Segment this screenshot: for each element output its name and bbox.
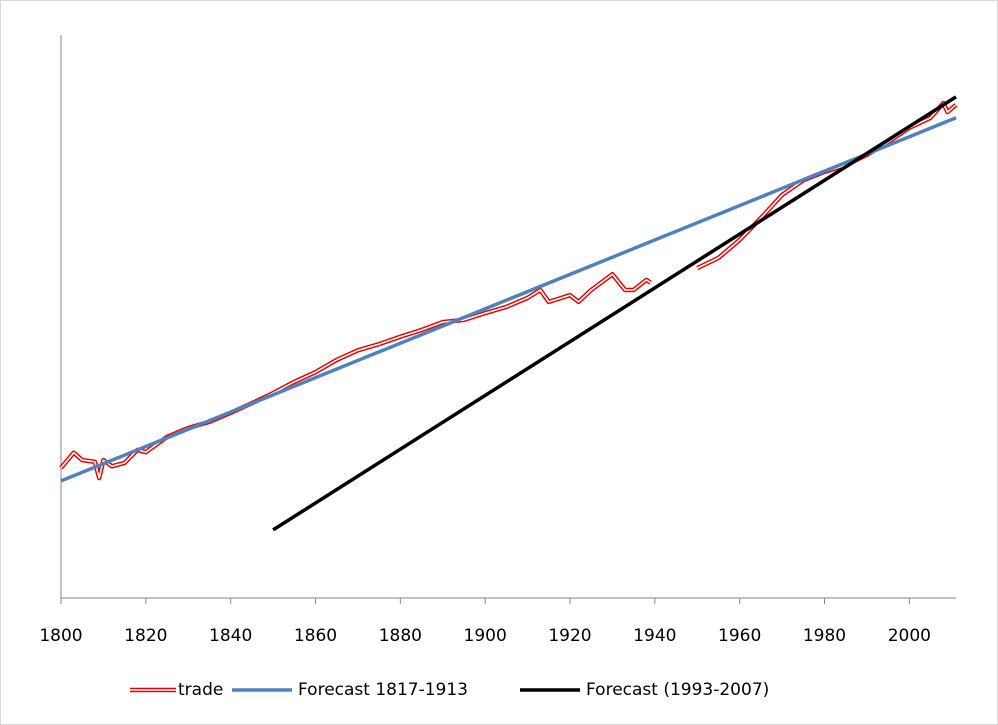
legend-label: Forecast (1993-2007) xyxy=(586,680,769,700)
x-tick-label: 1940 xyxy=(633,626,676,646)
x-tick-label: 2000 xyxy=(888,626,931,646)
x-tick-label: 1980 xyxy=(803,626,846,646)
x-tick-label: 1960 xyxy=(718,626,761,646)
x-tick-label: 1920 xyxy=(548,626,591,646)
legend-label: trade xyxy=(178,680,223,700)
x-tick-label: 1820 xyxy=(124,626,167,646)
x-tick-label: 1840 xyxy=(209,626,252,646)
forecast-line xyxy=(60,116,957,483)
x-tick-label: 1880 xyxy=(379,626,422,646)
forecast-line xyxy=(272,95,957,532)
x-tick-label: 1860 xyxy=(294,626,337,646)
x-tick-label: 1800 xyxy=(39,626,82,646)
legend-label: Forecast 1817-1913 xyxy=(298,680,468,700)
x-tick-label: 1900 xyxy=(464,626,507,646)
